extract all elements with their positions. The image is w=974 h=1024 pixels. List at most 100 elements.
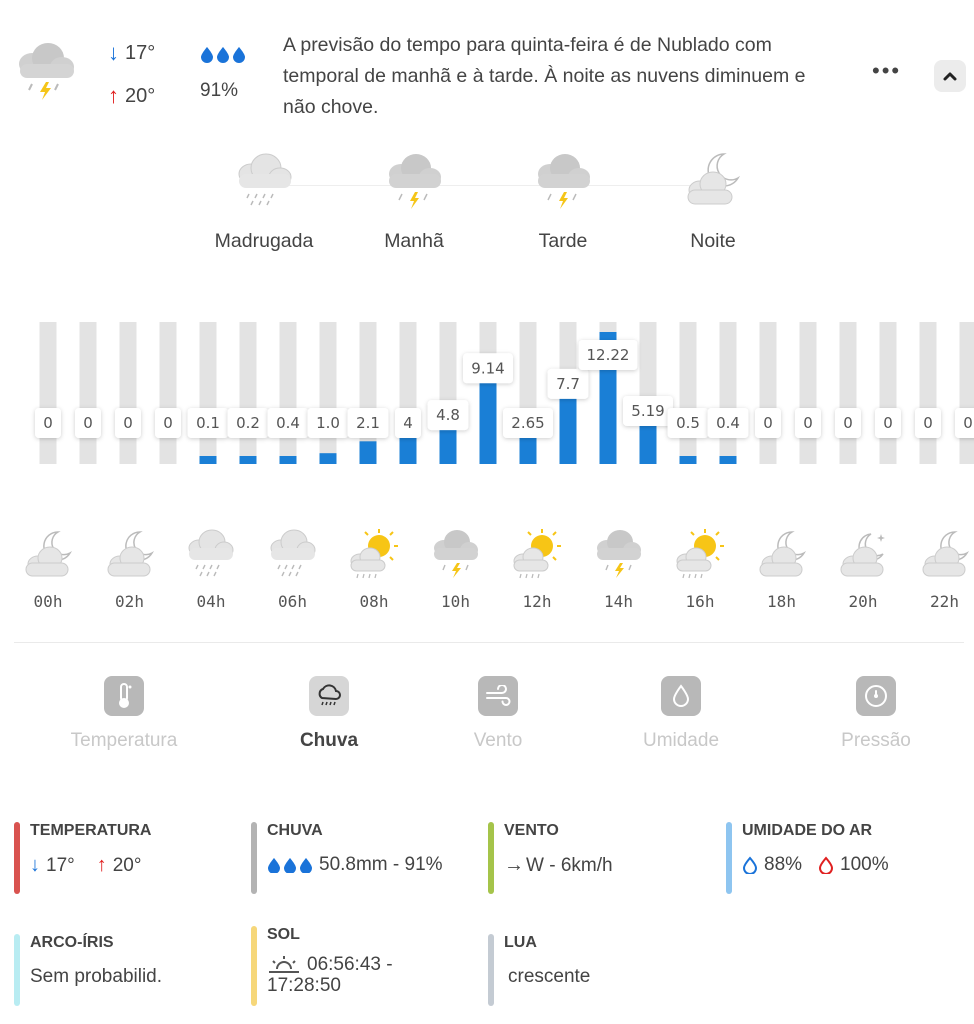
stat-title: UMIDADE DO AR xyxy=(742,822,873,839)
moon-cloud-icon xyxy=(759,531,806,577)
chart-data-label: 0 xyxy=(115,408,141,438)
sunset-value: 17:28:50 xyxy=(267,975,341,996)
stat-value: 88% 100% xyxy=(742,854,956,876)
chart-data-label: 0.2 xyxy=(227,408,269,438)
tab-chuva[interactable]: Chuva xyxy=(239,676,419,752)
chart-data-label: 0 xyxy=(955,408,974,438)
drop-icon xyxy=(661,676,701,716)
arrow-up-icon: ↑ xyxy=(108,83,119,108)
chart-data-label: 0 xyxy=(155,408,181,438)
svg-text:12.22: 12.22 xyxy=(587,346,630,364)
storm-cloud-icon xyxy=(389,154,441,209)
chart-data-label: 9.14 xyxy=(463,353,513,384)
chart-data-label: 4.8 xyxy=(427,400,469,431)
svg-text:4: 4 xyxy=(403,414,413,432)
tab-temperatura[interactable]: Temperatura xyxy=(34,676,214,752)
chart-data-label: 4 xyxy=(395,408,421,438)
stat-max-value: 100% xyxy=(840,854,889,875)
svg-text:0.1: 0.1 xyxy=(196,414,220,432)
arrow-down-icon: ↓ xyxy=(30,854,40,876)
chart-track xyxy=(159,322,177,464)
hour-label: 20h xyxy=(848,592,878,611)
stat-title: ARCO-ÍRIS xyxy=(30,934,114,951)
stat-lua: LUA crescente xyxy=(488,934,708,1006)
more-options-button[interactable]: ••• xyxy=(872,58,902,83)
sun-cloud-rain-icon xyxy=(350,529,398,579)
gauge-icon xyxy=(856,676,896,716)
drop-blue-icon xyxy=(742,856,758,874)
chart-track xyxy=(839,322,857,464)
chart-track xyxy=(799,322,817,464)
chart-data-label: 0 xyxy=(35,408,61,438)
hour-label: 12h xyxy=(522,592,552,611)
chart-data-label: 0 xyxy=(795,408,821,438)
arrow-down-icon: ↓ xyxy=(108,40,119,65)
period-label: Tarde xyxy=(538,230,588,252)
hour-label: 02h xyxy=(115,592,144,611)
rain-cloud-icon xyxy=(270,529,315,577)
hour-label: 04h xyxy=(196,592,226,611)
hour-item: 02h xyxy=(100,528,160,611)
arrow-right-icon: → xyxy=(504,854,524,876)
chart-bar xyxy=(519,435,537,464)
svg-text:0: 0 xyxy=(883,414,893,432)
svg-text:7.7: 7.7 xyxy=(556,375,580,393)
stat-min-value: 88% xyxy=(764,854,803,875)
stat-vento-value: W - 6km/h xyxy=(526,854,613,876)
chart-track xyxy=(79,322,97,464)
tab-umidade[interactable]: Umidade xyxy=(591,676,771,752)
hour-item: 04h xyxy=(181,528,241,611)
stat-value: 50.8mm - 91% xyxy=(267,854,481,876)
stat-arco-iris-value: Sem probabilid. xyxy=(30,966,163,987)
drop-red-icon xyxy=(819,856,834,874)
collapse-button[interactable] xyxy=(934,60,966,92)
chart-track xyxy=(879,322,897,464)
period-manha: Manhã xyxy=(349,150,479,253)
stat-color-bar xyxy=(14,822,20,894)
svg-text:0: 0 xyxy=(923,414,933,432)
stat-lua-value: crescente xyxy=(508,966,591,987)
hour-item: 14h xyxy=(589,528,649,611)
sun-cloud-rain-icon xyxy=(513,529,561,579)
stat-vento: VENTO → W - 6km/h xyxy=(488,822,708,894)
chart-data-label: 12.22 xyxy=(578,340,638,370)
svg-text:0: 0 xyxy=(963,414,973,432)
svg-text:2.1: 2.1 xyxy=(356,414,380,432)
svg-text:0.4: 0.4 xyxy=(276,414,300,432)
chart-data-label: 2.65 xyxy=(503,408,553,438)
sun-cloud-rain-icon xyxy=(676,529,724,579)
chart-bar xyxy=(199,456,217,464)
svg-text:0: 0 xyxy=(83,414,93,432)
svg-text:0: 0 xyxy=(163,414,173,432)
stat-max-value: 20° xyxy=(112,854,142,876)
chart-track xyxy=(119,322,137,464)
max-temperature: ↑ 20° xyxy=(108,83,155,109)
svg-text:0: 0 xyxy=(43,414,53,432)
stat-min-value: 17° xyxy=(46,854,75,876)
moon-stars-cloud-icon xyxy=(840,533,885,577)
chart-bar xyxy=(279,456,297,464)
chart-data-label: 7.7 xyxy=(547,368,589,399)
chart-track xyxy=(679,322,697,464)
chart-data-label: 0 xyxy=(915,408,941,438)
moon-cloud-icon xyxy=(687,153,741,205)
storm-cloud-icon xyxy=(596,530,641,578)
chart-bar xyxy=(239,456,257,464)
chart-data-label: 0.5 xyxy=(667,408,709,438)
stat-title: LUA xyxy=(504,934,537,951)
period-label: Madrugada xyxy=(214,230,314,252)
tab-label: Vento xyxy=(473,730,523,751)
tab-vento[interactable]: Vento xyxy=(408,676,588,752)
max-temperature-value: 20° xyxy=(125,84,156,107)
period-noite: Noite xyxy=(648,150,778,253)
tab-pressao[interactable]: Pressão xyxy=(786,676,966,752)
period-label: Noite xyxy=(690,230,736,252)
chevron-up-icon xyxy=(943,72,957,81)
chart-track xyxy=(959,322,974,464)
period-madrugada: Madrugada xyxy=(199,150,329,253)
storm-cloud-icon xyxy=(538,154,590,209)
stat-color-bar xyxy=(251,822,257,894)
min-temperature: ↓ 17° xyxy=(108,40,155,66)
divider xyxy=(14,642,964,643)
moon-cloud-icon xyxy=(25,531,73,577)
